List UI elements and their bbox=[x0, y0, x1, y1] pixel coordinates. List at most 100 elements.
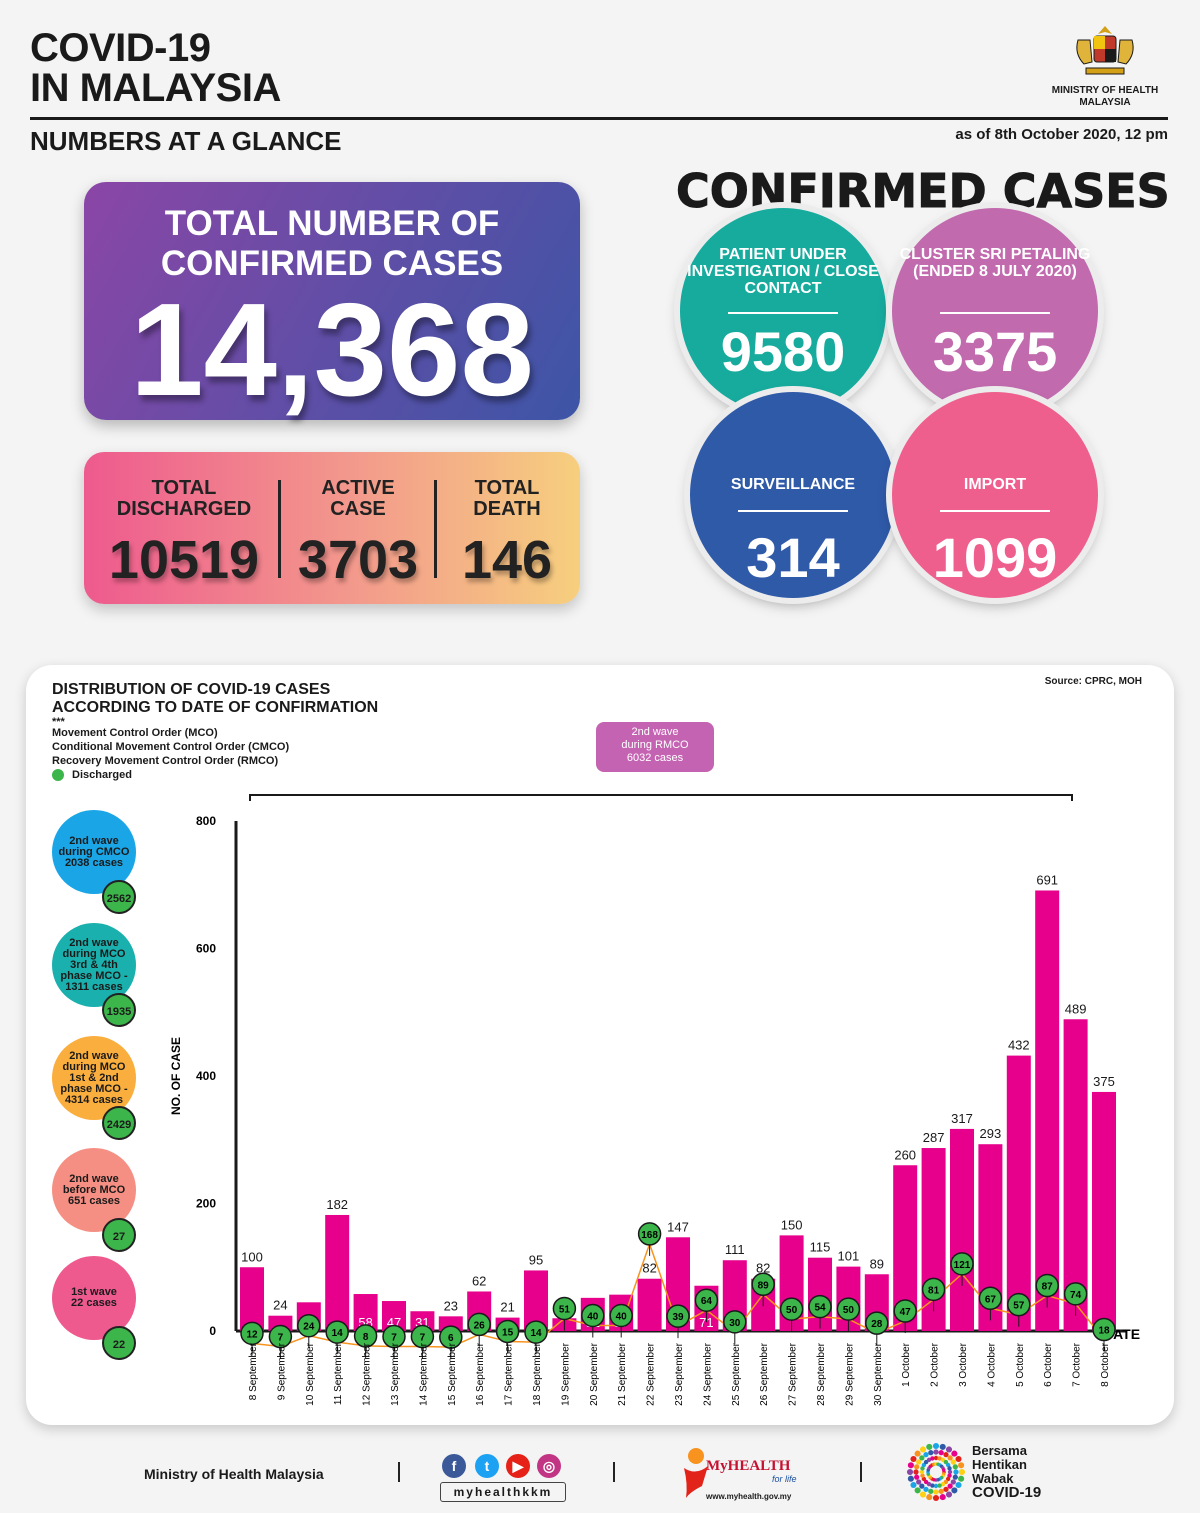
bar-value-label: 62 bbox=[472, 1273, 486, 1288]
campaign-line1: Bersama bbox=[972, 1443, 1027, 1458]
wave-label-line: 1311 cases bbox=[65, 980, 123, 993]
discharged-point bbox=[297, 1313, 321, 1338]
bar-value-label: 182 bbox=[326, 1197, 348, 1212]
facebook-icon[interactable]: f bbox=[442, 1454, 466, 1478]
discharged-point bbox=[382, 1324, 406, 1349]
bar-value-label: 100 bbox=[241, 1249, 263, 1264]
legend-discharged: Discharged bbox=[52, 768, 289, 782]
wave-label-line: 2nd wave bbox=[69, 1049, 119, 1062]
burst-dot bbox=[958, 1462, 965, 1469]
burst-dot bbox=[947, 1473, 952, 1478]
campaign-line4: COVID-19 bbox=[972, 1484, 1042, 1501]
discharged-value-label: 67 bbox=[985, 1294, 997, 1305]
discharged-value-label: 54 bbox=[814, 1303, 826, 1314]
total-cases-label: TOTAL NUMBER OF CONFIRMED CASES bbox=[84, 204, 580, 284]
x-tick-label: 20 September bbox=[589, 1342, 600, 1405]
burst-dot bbox=[916, 1459, 922, 1465]
discharged-value-label: 51 bbox=[559, 1304, 571, 1315]
discharged-value: 10519 bbox=[108, 530, 260, 590]
title-line1: COVID-19 bbox=[30, 26, 211, 70]
burst-dot bbox=[906, 1468, 914, 1476]
burst-dot bbox=[939, 1494, 946, 1501]
social-handle[interactable]: myhealthkkm bbox=[440, 1482, 566, 1502]
burst-dot bbox=[923, 1452, 929, 1458]
burst-dot bbox=[926, 1494, 933, 1501]
discharged-stat: TOTAL DISCHARGED 10519 bbox=[96, 478, 272, 591]
discharged-point bbox=[1063, 1282, 1088, 1306]
surveillance-label: SURVEILLANCE bbox=[730, 476, 856, 493]
legend-mco: Movement Control Order (MCO) bbox=[52, 727, 218, 739]
youtube-icon[interactable]: ▶ bbox=[506, 1454, 530, 1478]
burst-dot bbox=[930, 1483, 935, 1488]
surveillance-divider bbox=[738, 510, 848, 512]
puc-value: 9580 bbox=[720, 320, 846, 383]
burst-dot bbox=[907, 1462, 914, 1469]
burst-dot bbox=[938, 1450, 944, 1456]
campaign-burst-icon bbox=[906, 1442, 966, 1502]
x-tick-label: 29 September bbox=[844, 1342, 855, 1405]
wave-bubble: 2nd wave during MCO 1st & 2nd phase MCO -43… bbox=[52, 1036, 136, 1120]
active-stat: ACTIVE CASE 3703 bbox=[284, 478, 432, 591]
discharged-label2: DISCHARGED bbox=[116, 498, 252, 520]
x-tick-label: 9 September bbox=[276, 1342, 287, 1400]
burst-dot bbox=[947, 1455, 953, 1461]
discharged-value-label: 121 bbox=[954, 1260, 971, 1271]
puc-divider bbox=[728, 312, 838, 314]
x-tick-label: 17 September bbox=[504, 1342, 515, 1405]
x-tick-label: 11 September bbox=[333, 1342, 344, 1405]
x-tick-label: 16 September bbox=[475, 1342, 486, 1405]
bar-value-label: 24 bbox=[273, 1298, 287, 1313]
ministry-logo: MINISTRY OF HEALTH MALAYSIA bbox=[1050, 22, 1160, 109]
discharged-value-label: 89 bbox=[758, 1280, 770, 1291]
wave-label: 2nd wave during CMCO 2038 cases bbox=[52, 835, 136, 869]
source-note: Source: CPRC, MOH bbox=[1044, 676, 1142, 687]
discharged-value-label: 7 bbox=[391, 1333, 397, 1344]
burst-dot bbox=[914, 1450, 921, 1457]
burst-dot bbox=[921, 1476, 927, 1482]
burst-dot bbox=[947, 1469, 953, 1475]
discharged-value-label: 7 bbox=[420, 1333, 426, 1344]
wave-label-line: 1st wave bbox=[71, 1286, 117, 1298]
total-cases-card: TOTAL NUMBER OF CONFIRMED CASES 14,368 bbox=[84, 182, 580, 420]
campaign-line2: Hentikan bbox=[972, 1457, 1027, 1472]
bar-value-label: 691 bbox=[1036, 872, 1058, 887]
burst-dot bbox=[937, 1456, 942, 1461]
burst-dot bbox=[916, 1479, 922, 1485]
campaign-text: Bersama Hentikan Wabak COVID-19 bbox=[972, 1443, 1042, 1501]
burst-dot bbox=[914, 1474, 920, 1480]
rmco-line3: 6032 cases bbox=[626, 752, 684, 764]
discharged-point bbox=[978, 1286, 1003, 1311]
discharged-dot-icon bbox=[52, 769, 64, 781]
x-tick-label: 21 September bbox=[617, 1342, 628, 1405]
legend-cmco: Conditional Movement Control Order (CMCO… bbox=[52, 741, 290, 753]
discharged-point bbox=[325, 1320, 349, 1344]
discharged-value-label: 14 bbox=[332, 1328, 344, 1339]
burst-dot bbox=[928, 1450, 934, 1456]
bar-value-label: 317 bbox=[951, 1111, 973, 1126]
discharged-point bbox=[524, 1320, 548, 1344]
burst-dot bbox=[920, 1473, 925, 1478]
burst-dot bbox=[928, 1488, 934, 1494]
bar-value-label: 82 bbox=[642, 1261, 656, 1276]
surveillance-value: 314 bbox=[746, 526, 840, 589]
myhealth-logo[interactable]: MyHEALTH for life www.myhealth.gov.my bbox=[676, 1446, 806, 1506]
x-tick-label: 3 October bbox=[958, 1342, 969, 1387]
x-tick-label: 24 September bbox=[702, 1342, 713, 1405]
distribution-title: DISTRIBUTION OF COVID-19 CASES ACCORDING… bbox=[52, 681, 378, 717]
discharged-point bbox=[637, 1222, 662, 1246]
active-label2: CASE bbox=[330, 498, 386, 520]
import-label: IMPORT bbox=[963, 476, 1027, 493]
burst-dot bbox=[933, 1483, 939, 1489]
wave-label-line: 2nd wave bbox=[69, 1172, 119, 1185]
x-tick-label: 13 September bbox=[390, 1342, 401, 1405]
myhealth-figure-icon bbox=[684, 1448, 708, 1498]
discharged-value-label: 14 bbox=[530, 1328, 542, 1339]
x-tick-label: 27 September bbox=[788, 1342, 799, 1405]
instagram-icon[interactable]: ◎ bbox=[537, 1454, 561, 1478]
twitter-icon[interactable]: t bbox=[475, 1454, 499, 1478]
x-tick-label: 10 September bbox=[305, 1342, 316, 1405]
coat-of-arms-icon bbox=[1076, 26, 1134, 75]
title-line2: IN MALAYSIA bbox=[30, 66, 281, 110]
discharged-value-label: 6 bbox=[448, 1333, 454, 1344]
active-value: 3703 bbox=[297, 530, 419, 590]
